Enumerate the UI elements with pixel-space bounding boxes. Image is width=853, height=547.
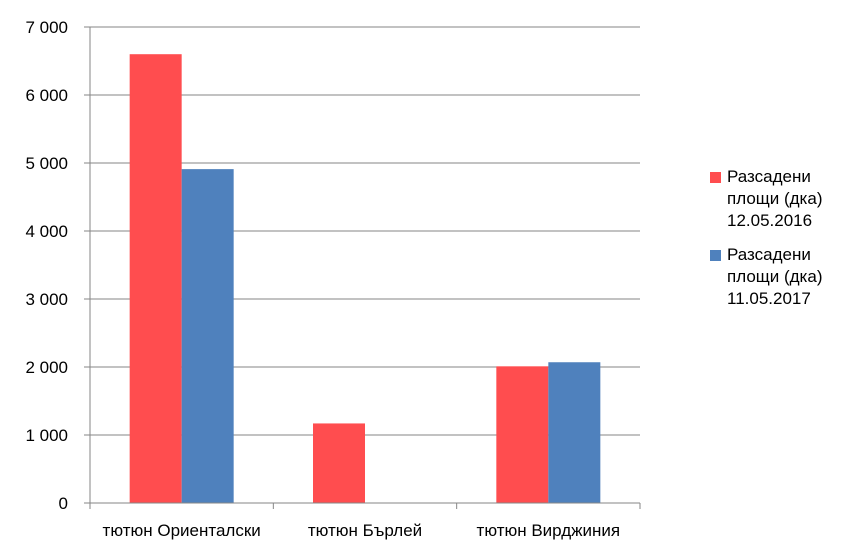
y-tick-label: 2 000 [25,358,68,377]
bar-2016 [313,423,365,503]
bar-2017 [548,362,601,503]
y-tick-label: 4 000 [25,222,68,241]
bar-2016 [496,366,549,503]
bars [129,54,601,503]
legend-swatch-2016 [710,172,721,183]
y-tick-label: 0 [59,494,68,513]
x-tick-label: тютюн Вирджиния [477,521,621,540]
y-tick-label: 3 000 [25,290,68,309]
legend-item-2016: Разсадени площи (дка) 12.05.2016 [710,166,850,232]
legend: Разсадени площи (дка) 12.05.2016 Разсаде… [710,166,850,322]
legend-label-2016: Разсадени площи (дка) 12.05.2016 [727,167,823,230]
x-axis [89,27,641,509]
y-tick-label: 6 000 [25,86,68,105]
bar-2016 [129,54,182,503]
x-tick-label: тютюн Бърлей [308,521,422,540]
legend-label-2017: Разсадени площи (дка) 11.05.2017 [727,245,823,308]
x-axis-labels: тютюн Ориенталски тютюн Бърлей тютюн Вирдж… [103,521,621,540]
bar-2017 [181,169,234,503]
y-tick-label: 1 000 [25,426,68,445]
y-tick-label: 7 000 [25,18,68,37]
y-tick-label: 5 000 [25,154,68,173]
x-tick-label: тютюн Ориенталски [103,521,261,540]
legend-item-2017: Разсадени площи (дка) 11.05.2017 [710,244,850,310]
legend-swatch-2017 [710,250,721,261]
y-axis-ticks: 0 1 000 2 000 3 000 4 000 5 000 6 000 7 000 [25,18,90,513]
